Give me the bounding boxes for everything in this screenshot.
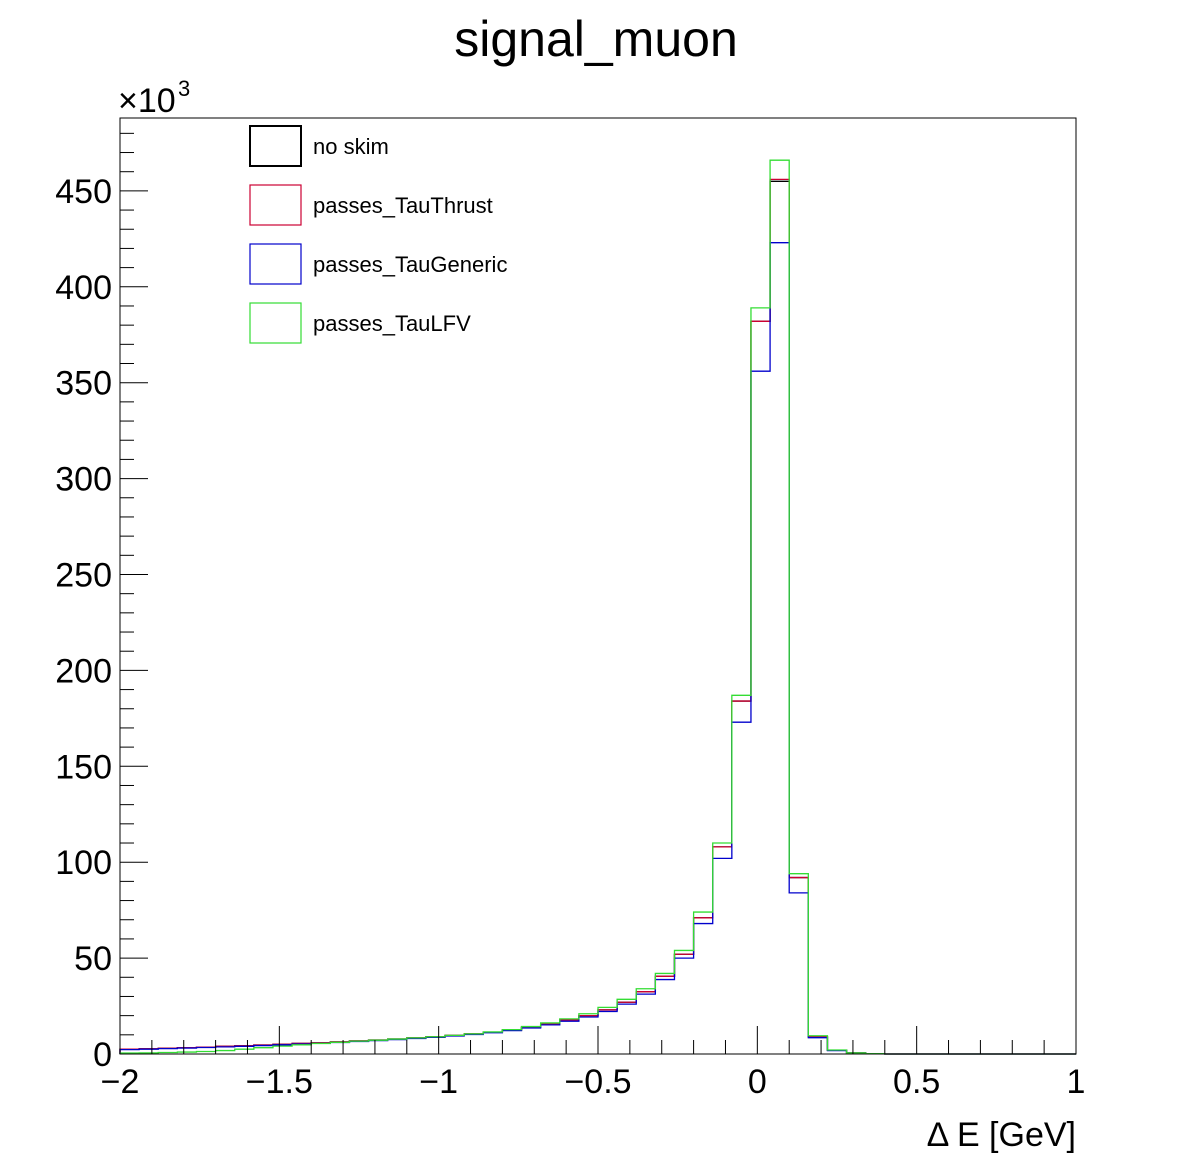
y-multiplier-exponent: 3 [178, 76, 190, 101]
legend-item-passes-taulfv: passes_TauLFV [249, 302, 471, 344]
y-tick-label: 200 [55, 652, 112, 690]
legend-item-passes-tauthrust: passes_TauThrust [249, 184, 493, 226]
legend-swatch [249, 125, 302, 167]
histogram-series-group [119, 159, 1076, 1055]
y-tick-label: 400 [55, 269, 112, 307]
y-tick-label: 250 [55, 556, 112, 594]
y-tick-label: 450 [55, 173, 112, 211]
y-tick-label: 100 [55, 844, 112, 882]
y-tick-label: 0 [93, 1036, 112, 1074]
x-tick-label: 0.5 [893, 1063, 940, 1101]
x-tick-label: −0.5 [564, 1063, 631, 1101]
legend-item-no-skim: no skim [249, 125, 389, 167]
legend-swatch [249, 302, 302, 344]
y-tick-label: 50 [74, 940, 112, 978]
legend-swatch [249, 184, 302, 226]
chart-title: signal_muon [454, 11, 738, 67]
x-axis-label: Δ E [GeV] [927, 1116, 1076, 1154]
x-tick-label: −2 [101, 1063, 140, 1101]
legend-label: passes_TauLFV [313, 311, 471, 336]
y-axis: 0 50 100 150 200 250 300 350 400 450 [55, 132, 148, 1074]
y-tick-label: 350 [55, 365, 112, 403]
y-multiplier: ×10 3 [118, 76, 190, 120]
x-tick-label: −1.5 [246, 1063, 313, 1101]
y-multiplier-base: ×10 [118, 82, 176, 120]
legend-label: passes_TauGeneric [313, 252, 507, 277]
x-tick-label: −1 [419, 1063, 458, 1101]
x-axis: −2 −1.5 −1 −0.5 0 0.5 1 [101, 1026, 1086, 1101]
legend-label: passes_TauThrust [313, 193, 493, 218]
histogram-line-passes-taulfv [119, 159, 1076, 1055]
legend: no skim passes_TauThrust passes_TauGeneric… [249, 125, 507, 344]
legend-label: no skim [313, 134, 389, 159]
y-tick-label: 300 [55, 461, 112, 499]
plot-frame [119, 117, 1077, 1055]
y-tick-label: 150 [55, 748, 112, 786]
legend-swatch [249, 243, 302, 285]
legend-item-passes-taugeneric: passes_TauGeneric [249, 243, 507, 285]
x-tick-label: 1 [1067, 1063, 1086, 1101]
x-tick-label: 0 [748, 1063, 767, 1101]
